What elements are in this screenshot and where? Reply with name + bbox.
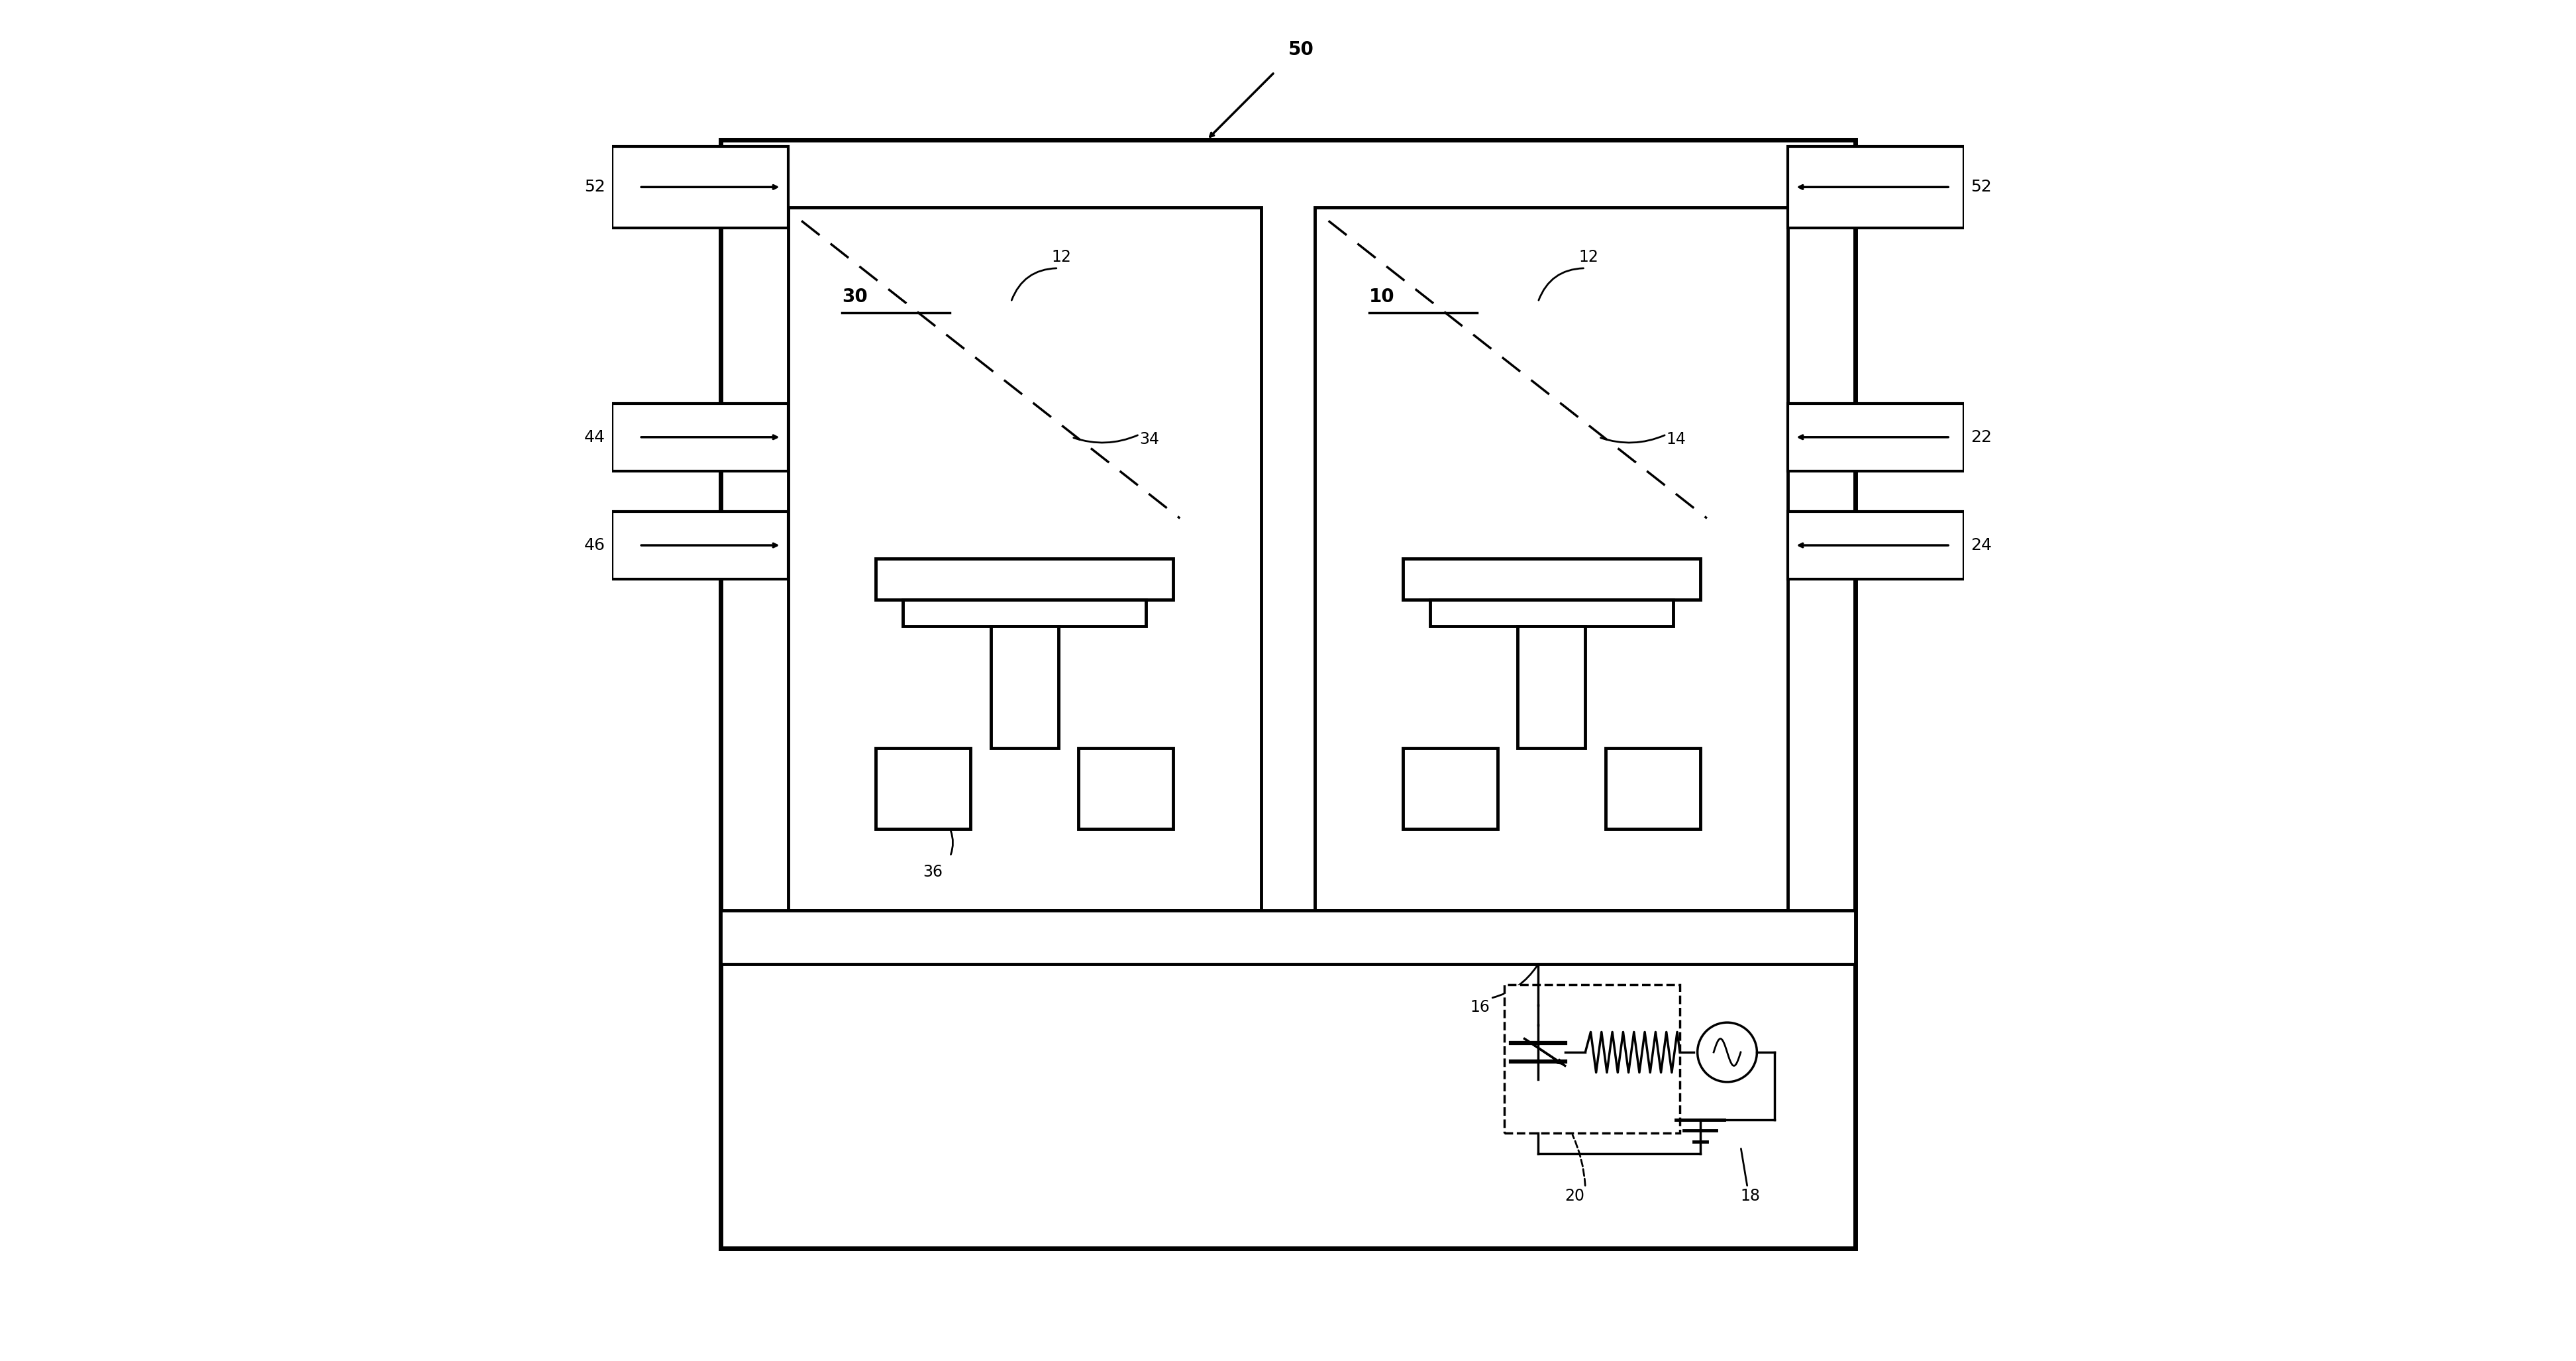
Text: 34: 34 — [1139, 431, 1159, 448]
Bar — [613, 512, 788, 580]
Bar — [1504, 984, 1680, 1134]
Text: 52: 52 — [1971, 180, 1991, 195]
Bar — [1517, 626, 1584, 749]
Bar — [1788, 403, 1963, 471]
Bar — [1605, 749, 1700, 829]
Text: 16: 16 — [1471, 999, 1492, 1015]
Bar — [902, 599, 1146, 626]
Bar — [992, 626, 1059, 749]
Bar — [1404, 559, 1700, 599]
Text: 10: 10 — [1368, 287, 1394, 306]
Text: 12: 12 — [1051, 249, 1072, 265]
Bar — [1314, 207, 1788, 911]
Bar — [876, 559, 1172, 599]
Bar — [613, 147, 788, 227]
Bar — [876, 749, 971, 829]
Bar — [613, 403, 788, 471]
Text: 46: 46 — [585, 538, 605, 554]
Bar — [1430, 599, 1674, 626]
Text: 20: 20 — [1566, 1188, 1584, 1204]
Bar — [788, 207, 1262, 911]
Text: 24: 24 — [1971, 538, 1991, 554]
Text: 52: 52 — [585, 180, 605, 195]
Text: 50: 50 — [1288, 39, 1314, 59]
Bar — [1079, 749, 1172, 829]
Bar — [721, 911, 1855, 965]
Bar — [1788, 147, 1963, 227]
Text: 14: 14 — [1667, 431, 1687, 448]
Text: 44: 44 — [585, 429, 605, 445]
Text: 36: 36 — [922, 864, 943, 879]
Text: 18: 18 — [1741, 1188, 1759, 1204]
Text: 12: 12 — [1579, 249, 1597, 265]
Text: 30: 30 — [842, 287, 868, 306]
Bar — [1788, 512, 1963, 580]
Bar — [1404, 749, 1497, 829]
Bar — [721, 140, 1855, 1248]
Text: 22: 22 — [1971, 429, 1991, 445]
